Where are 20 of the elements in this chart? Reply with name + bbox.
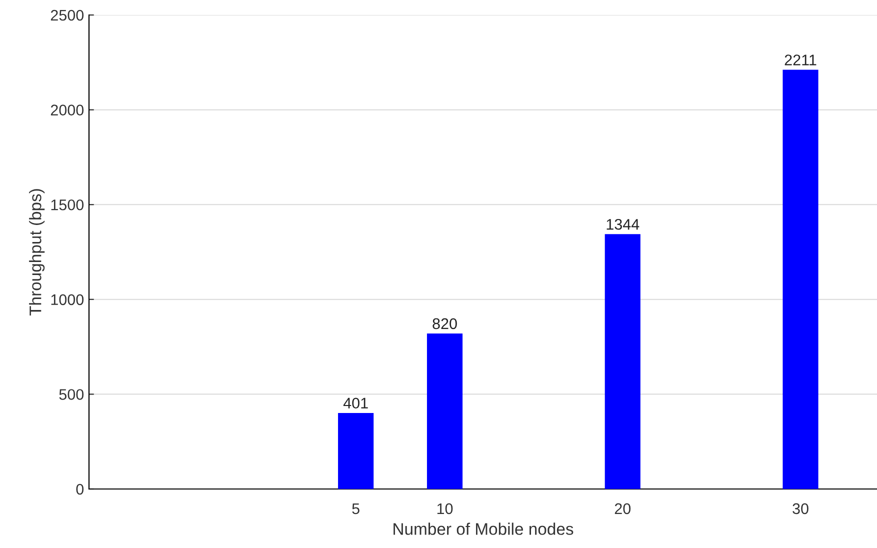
bar xyxy=(426,334,463,489)
data-label: 1344 xyxy=(606,218,640,230)
y-tick-label: 2000 xyxy=(50,104,84,116)
data-label: 401 xyxy=(343,398,368,409)
y-axis-title: Throughput (bps) xyxy=(29,189,45,316)
y-tick-label: 2500 xyxy=(50,10,84,21)
x-tick-label: 5 xyxy=(352,503,360,514)
x-tick-label: 20 xyxy=(614,503,631,514)
x-axis-title: Number of Mobile nodes xyxy=(394,522,574,535)
x-tick-label: 30 xyxy=(792,503,808,514)
y-tick-label: 1500 xyxy=(51,199,84,210)
data-label: 820 xyxy=(432,318,457,330)
y-tick-label: 1000 xyxy=(51,294,84,306)
y-tick-label: 0 xyxy=(76,484,84,495)
bar xyxy=(782,70,818,489)
y-tick-label: 500 xyxy=(59,389,84,400)
data-label: 2211 xyxy=(784,54,816,66)
bar xyxy=(338,412,374,489)
x-tick-label: 10 xyxy=(437,503,453,514)
bar xyxy=(604,234,640,489)
